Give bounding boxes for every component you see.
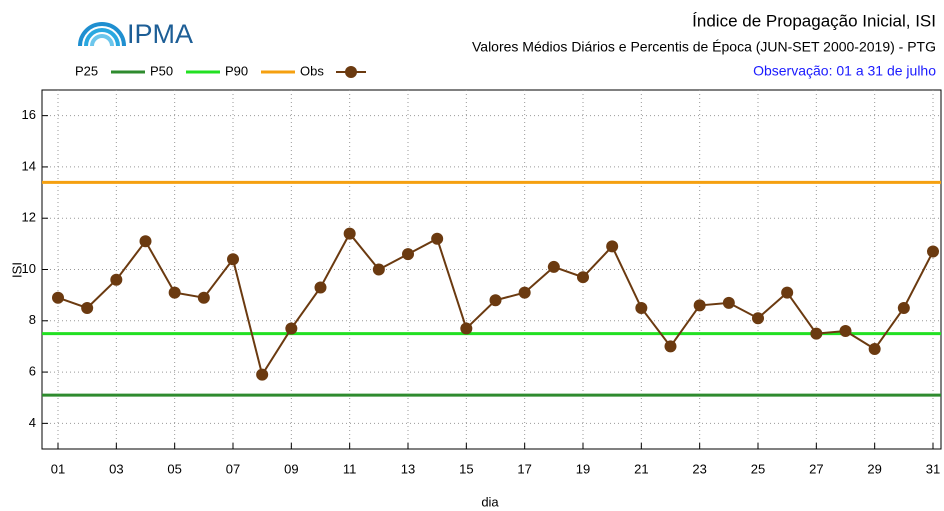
data-point — [606, 240, 619, 253]
chart-subtitle: Valores Médios Diários e Percentis de Ép… — [472, 39, 936, 55]
x-tick-label: 25 — [751, 461, 765, 476]
data-point — [489, 294, 502, 307]
logo: IPMA — [78, 19, 193, 49]
data-point — [168, 286, 181, 299]
x-tick-label: 05 — [167, 461, 181, 476]
legend-label: P50 — [150, 63, 173, 78]
data-point — [197, 291, 210, 304]
data-point — [927, 245, 939, 258]
chart-note: Observação: 01 a 31 de julho — [753, 63, 936, 79]
data-point — [897, 301, 910, 314]
x-axis-label: dia — [481, 494, 499, 509]
data-point — [343, 227, 356, 240]
logo-text: IPMA — [127, 19, 193, 49]
x-tick-label: 13 — [401, 461, 415, 476]
data-point — [547, 260, 560, 273]
y-tick-label: 4 — [29, 415, 36, 430]
x-tick-label: 03 — [109, 461, 123, 476]
data-point — [518, 286, 531, 299]
logo-arc — [90, 34, 114, 47]
y-tick-label: 16 — [22, 107, 36, 122]
legend-label: P25 — [75, 63, 98, 78]
logo-arc — [84, 28, 120, 47]
data-point — [577, 271, 589, 284]
chart-title: Índice de Propagação Inicial, ISI — [692, 11, 936, 30]
x-tick-label: 31 — [926, 461, 940, 476]
data-point — [227, 253, 239, 266]
legend-marker — [345, 66, 357, 78]
data-point — [722, 296, 735, 309]
data-point — [285, 322, 298, 335]
data-point — [664, 340, 677, 353]
data-point — [810, 327, 823, 340]
x-tick-label: 15 — [459, 461, 473, 476]
x-tick-label: 11 — [343, 461, 357, 476]
x-tick-label: 09 — [284, 461, 298, 476]
data-point — [52, 291, 64, 304]
x-tick-label: 19 — [576, 461, 590, 476]
data-point — [693, 299, 706, 312]
data-point — [752, 312, 764, 325]
x-tick-label: 01 — [51, 461, 65, 476]
x-tick-label: 21 — [634, 461, 648, 476]
data-point — [110, 273, 123, 286]
legend-label: Obs — [300, 63, 324, 78]
data-point — [868, 342, 881, 355]
y-tick-label: 12 — [22, 210, 36, 225]
x-tick-label: 27 — [809, 461, 823, 476]
data-point — [635, 301, 648, 314]
x-tick-label: 17 — [517, 461, 531, 476]
legend-label: P90 — [225, 63, 248, 78]
data-point — [402, 248, 414, 261]
data-point — [139, 235, 152, 248]
x-tick-label: 23 — [692, 461, 706, 476]
data-point — [460, 322, 473, 335]
data-point — [372, 263, 385, 276]
data-point — [781, 286, 794, 299]
data-point — [431, 232, 444, 245]
y-tick-label: 6 — [29, 364, 36, 379]
y-tick-label: 10 — [22, 261, 36, 276]
data-point — [314, 281, 327, 294]
y-tick-label: 14 — [22, 158, 36, 173]
x-tick-label: 29 — [867, 461, 881, 476]
data-point — [839, 325, 852, 338]
y-axis-label: ISI — [9, 262, 24, 278]
logo-arc — [78, 22, 126, 47]
x-tick-label: 07 — [226, 461, 240, 476]
y-tick-label: 8 — [29, 312, 36, 327]
data-point — [256, 368, 269, 381]
data-point — [81, 301, 94, 314]
